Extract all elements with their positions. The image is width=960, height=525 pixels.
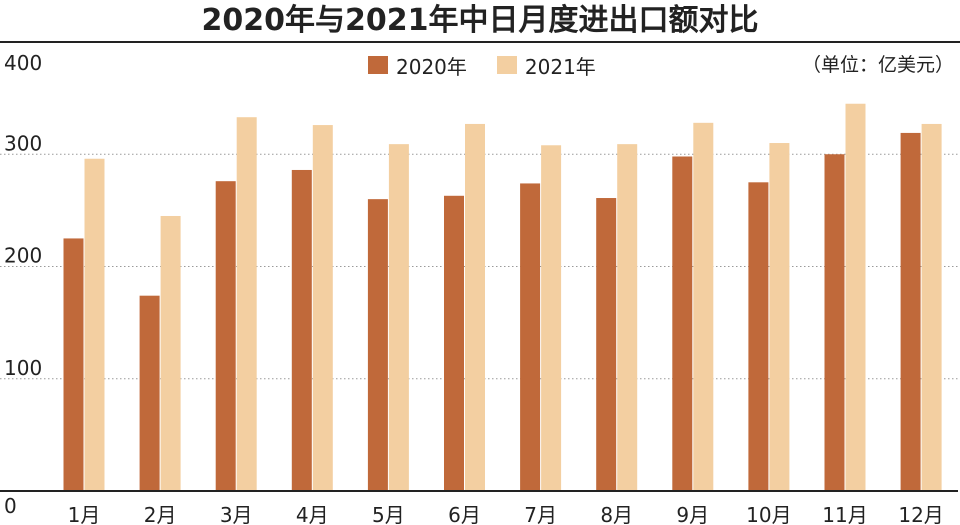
bar-2020-3 [215, 181, 236, 491]
legend-swatch-2020 [368, 56, 388, 74]
x-tick-label-4: 4月 [296, 503, 329, 525]
bar-2021-1 [84, 158, 105, 492]
legend-item-2020: 2020年 [368, 51, 467, 80]
y-tick-label-0: 0 [4, 494, 17, 518]
bar-2021-12 [921, 123, 942, 491]
bar-2020-9 [672, 156, 693, 491]
bar-2021-2 [160, 215, 181, 492]
bar-2020-1 [63, 238, 84, 491]
bar-2021-3 [236, 117, 257, 492]
x-tick-label-12: 12月 [898, 503, 943, 525]
bar-2020-10 [748, 182, 769, 491]
y-tick-label-300: 300 [4, 131, 42, 155]
x-tick-label-6: 6月 [448, 503, 481, 525]
x-tick-label-1: 1月 [68, 503, 101, 525]
chart-title: 2020年与2021年中日月度进出口额对比 [201, 3, 759, 38]
y-tick-label-400: 400 [4, 51, 42, 75]
bar-2020-4 [291, 169, 312, 491]
bar-2021-10 [769, 143, 790, 491]
x-tick-label-5: 5月 [372, 503, 405, 525]
x-tick-label-2: 2月 [144, 503, 177, 525]
bar-2021-4 [312, 125, 333, 491]
y-tick-label-200: 200 [4, 244, 42, 268]
y-tick-label-100: 100 [4, 356, 42, 380]
bar-2021-9 [693, 122, 714, 491]
x-tick-label-7: 7月 [524, 503, 557, 525]
bar-2020-7 [520, 183, 541, 491]
x-tick-label-3: 3月 [220, 503, 253, 525]
unit-note: （单位：亿美元） [801, 54, 954, 76]
x-tick-label-10: 10月 [746, 503, 791, 525]
bar-2021-5 [388, 144, 409, 491]
legend-item-2021: 2021年 [496, 51, 596, 80]
bar-2021-11 [845, 103, 866, 492]
legend-label-2020: 2020年 [396, 54, 467, 79]
bar-2020-5 [367, 199, 388, 491]
bar-2020-6 [444, 195, 464, 491]
bar-2020-2 [139, 295, 160, 491]
legend: 2020年 2021年 [368, 51, 626, 80]
bar-2020-12 [900, 132, 921, 492]
x-tick-label-9: 9月 [676, 503, 709, 525]
bar-2020-11 [824, 154, 845, 491]
title-underline [0, 41, 960, 43]
x-tick-label-11: 11月 [822, 503, 867, 525]
bar-2021-8 [617, 144, 638, 491]
bar-2020-8 [596, 198, 617, 491]
bar-2021-7 [541, 145, 562, 491]
legend-swatch-2021 [496, 56, 517, 74]
x-tick-label-8: 8月 [600, 503, 633, 525]
bar-2021-6 [465, 123, 485, 491]
legend-label-2021: 2021年 [524, 54, 596, 79]
